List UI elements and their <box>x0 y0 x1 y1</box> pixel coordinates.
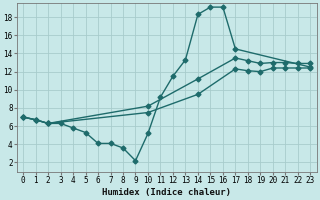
X-axis label: Humidex (Indice chaleur): Humidex (Indice chaleur) <box>102 188 231 197</box>
